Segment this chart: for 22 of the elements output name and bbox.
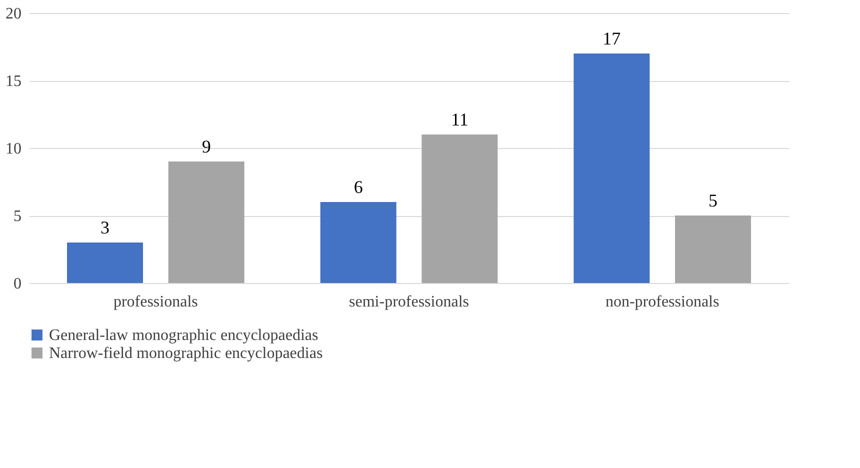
- x-tick-label: semi-professionals: [349, 294, 469, 310]
- bar: [574, 54, 650, 283]
- data-label: 17: [602, 28, 621, 48]
- bar: [320, 202, 396, 283]
- data-label: 9: [202, 136, 211, 156]
- data-label: 11: [450, 110, 468, 130]
- x-tick-label: non-professionals: [605, 294, 720, 310]
- data-label: 3: [100, 218, 110, 238]
- legend-label: Narrow-field monographic encyclopaedias: [49, 345, 323, 362]
- data-label: 5: [708, 190, 718, 210]
- y-tick-label: 15: [6, 73, 22, 90]
- y-tick-label: 20: [6, 6, 22, 22]
- bar: [168, 162, 244, 283]
- x-tick-label: professionals: [113, 294, 198, 310]
- y-tick-label: 0: [14, 276, 22, 292]
- legend-label: General-law monographic encyclopaedias: [49, 327, 318, 344]
- data-label: 6: [354, 177, 363, 197]
- bar: [675, 216, 751, 283]
- y-tick-label: 10: [6, 140, 22, 158]
- bar: [67, 242, 143, 283]
- y-tick-label: 5: [14, 208, 22, 225]
- bar: [422, 134, 498, 283]
